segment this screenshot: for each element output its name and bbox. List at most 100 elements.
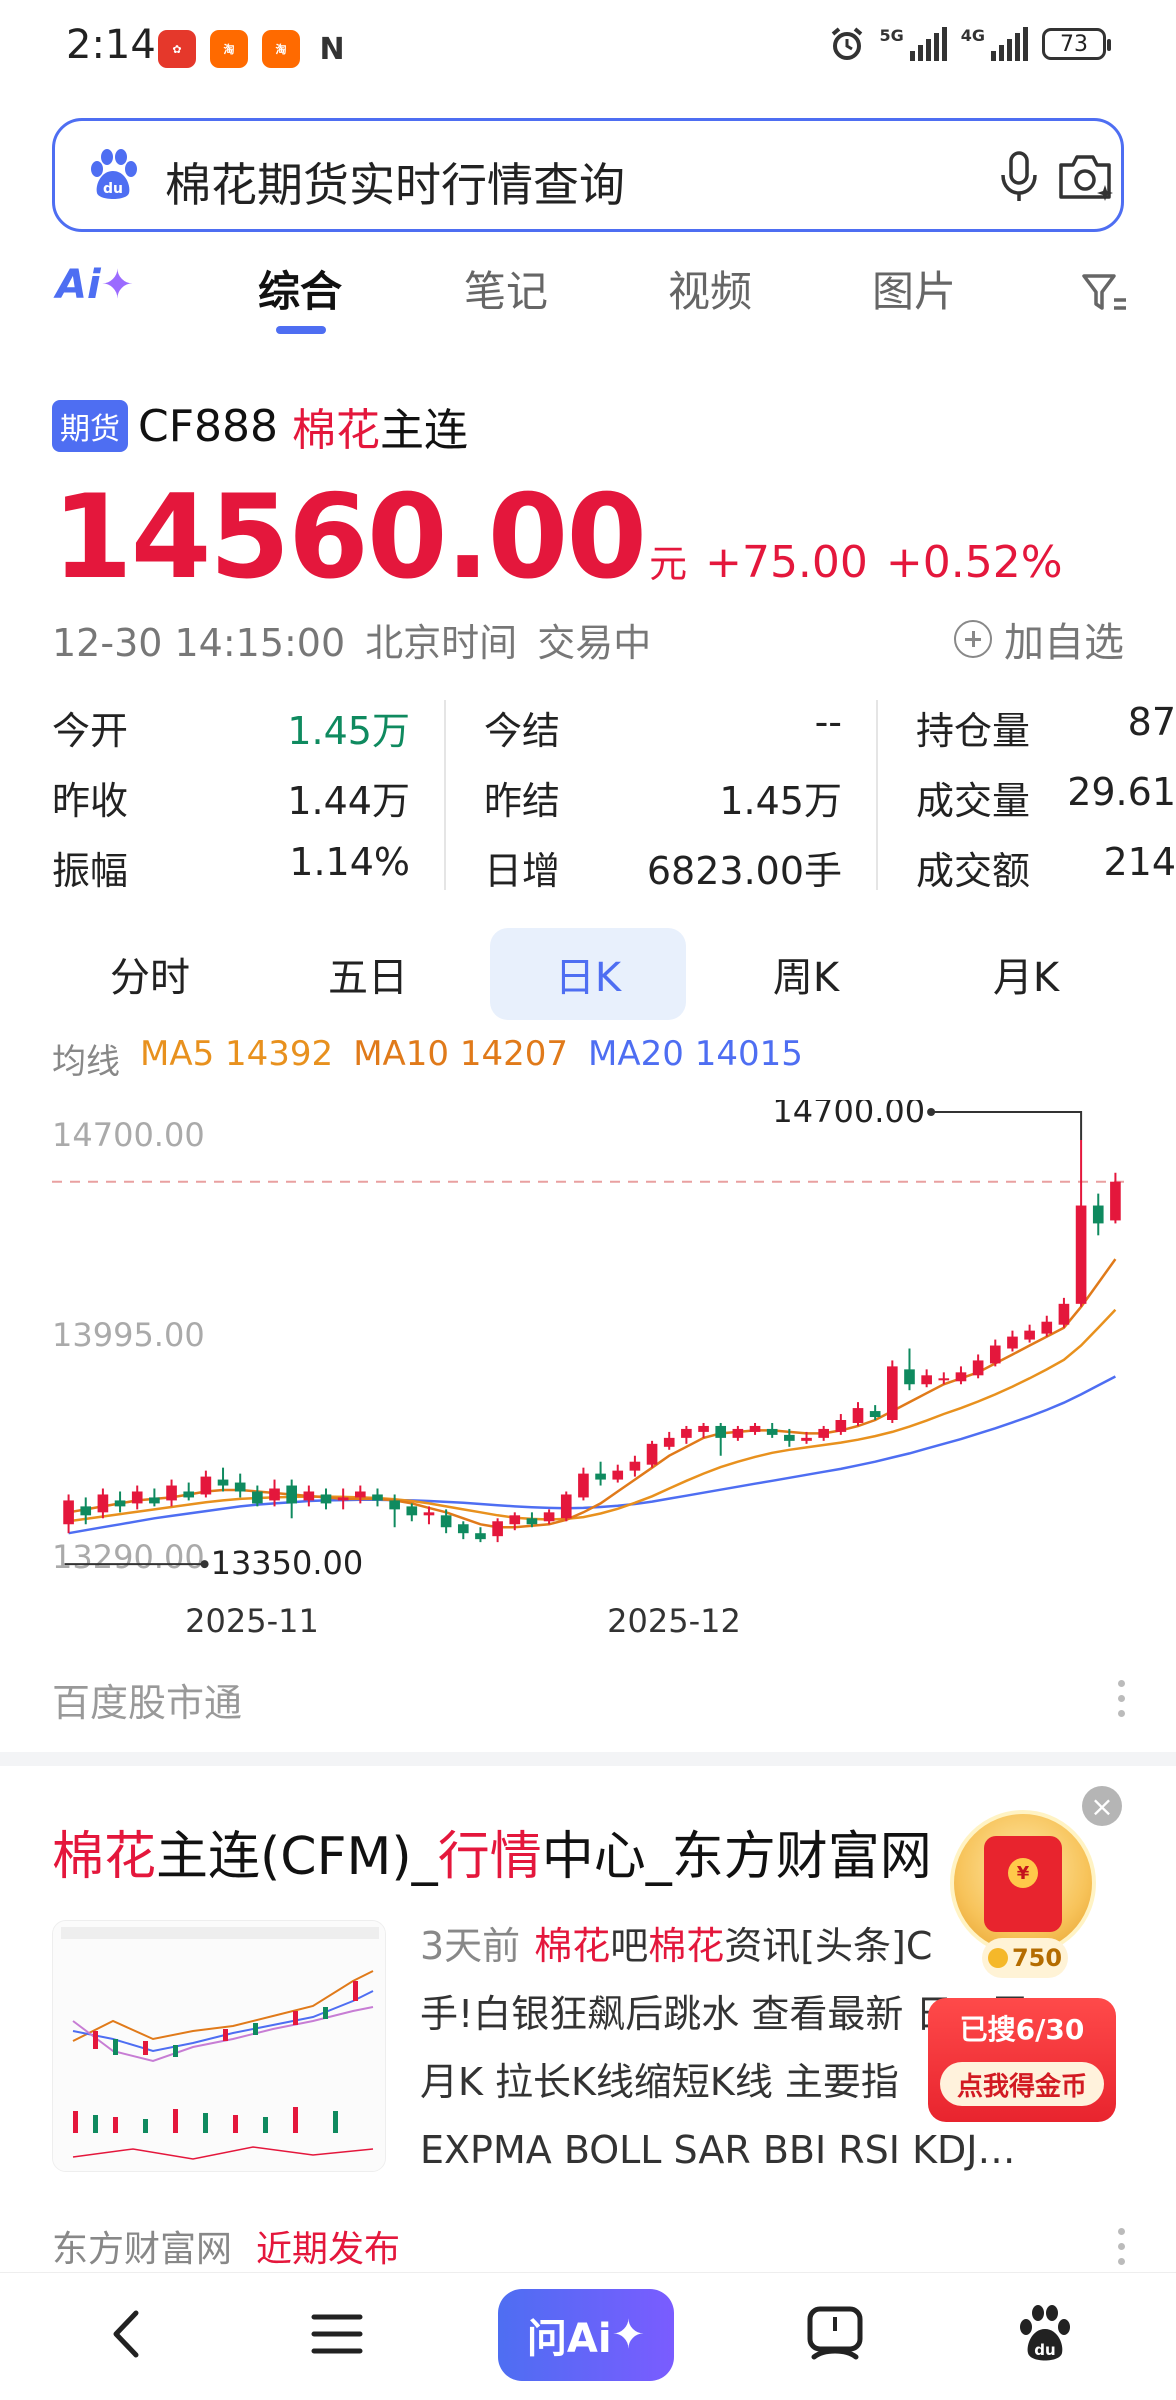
current-price: 14560.00	[52, 470, 647, 605]
period-five-day[interactable]: 五日	[328, 955, 408, 1001]
candle-body	[355, 1491, 366, 1498]
low-price-label: 13350.00	[211, 1544, 364, 1582]
active-tab-indicator	[276, 326, 326, 334]
back-icon[interactable]	[92, 2299, 162, 2369]
result-title-link[interactable]: 棉花主连(CFM)_行情中心_东方财富网	[52, 1814, 932, 1889]
futures-name-highlight: 棉花	[292, 405, 381, 456]
baidu-home-icon[interactable]: du	[1010, 2299, 1080, 2369]
candle	[972, 1354, 984, 1379]
candle-body	[955, 1372, 967, 1382]
candle	[938, 1372, 950, 1385]
candle	[646, 1440, 658, 1468]
tab-notes[interactable]: 笔记	[464, 267, 549, 316]
system-icons: 5G 4G 73	[829, 26, 1111, 62]
clock: 2:14	[66, 22, 156, 68]
stat-label: 今开	[52, 709, 129, 753]
stat-label: 成交量	[916, 779, 1031, 823]
candle-body	[663, 1437, 675, 1447]
title-text: 主连(CFM)_	[156, 1827, 438, 1887]
ask-ai-button[interactable]: 问Ai ✦	[498, 2289, 674, 2381]
candles	[63, 1140, 1121, 1543]
battery-icon: 73	[1042, 28, 1111, 60]
candle-body	[766, 1428, 778, 1435]
candle-body	[595, 1473, 606, 1480]
menu-icon[interactable]	[302, 2299, 372, 2369]
quote-time-row: 12-30 14:15:00 北京时间 交易中	[52, 612, 671, 667]
candlestick-chart[interactable]: 14700.00 13995.00 13290.00 2025-11 2025-…	[0, 1100, 1176, 1660]
coin-count: 750	[1011, 1944, 1063, 1972]
taobao-flash-icon-2: 淘	[262, 30, 300, 68]
section-separator	[0, 1752, 1176, 1766]
result-thumbnail[interactable]	[52, 1920, 386, 2172]
ai-tab[interactable]: Ai✦	[56, 262, 134, 308]
search-bar[interactable]: du 棉花期货实时行情查询	[52, 118, 1124, 232]
signal-2-icon	[991, 27, 1028, 61]
candle-body	[1024, 1330, 1035, 1340]
tabs-count-icon[interactable]	[800, 2299, 870, 2369]
period-monthly-k[interactable]: 月K	[992, 955, 1060, 1001]
candle-body	[509, 1515, 521, 1525]
ma20-value: MA20 14015	[588, 1034, 803, 1074]
candle	[612, 1464, 624, 1483]
candle-body	[784, 1434, 795, 1441]
quote-datetime: 12-30 14:15:00	[52, 621, 346, 665]
candle-body	[457, 1524, 469, 1534]
search-input[interactable]: 棉花期货实时行情查询	[165, 158, 625, 212]
candle-body	[63, 1500, 74, 1525]
nfc-icon: N	[319, 31, 345, 67]
reward-widget[interactable]: ¥ 750	[950, 1810, 1096, 1990]
stat-label: 持仓量	[916, 709, 1031, 753]
period-weekly-k[interactable]: 周K	[772, 955, 840, 1001]
period-daily-k[interactable]: 日K	[490, 928, 686, 1020]
stat-open: 今开 1.45万	[52, 700, 410, 753]
futures-badge: 期货	[52, 400, 128, 452]
tab-videos[interactable]: 视频	[668, 267, 753, 316]
chart-source[interactable]: 百度股市通	[52, 1681, 243, 1725]
stat-label: 昨结	[484, 779, 561, 823]
candle-body	[166, 1485, 177, 1501]
candle-body	[80, 1506, 92, 1516]
add-to-watchlist-button[interactable]: 加自选	[954, 610, 1124, 668]
baidu-paw-icon: du	[91, 149, 137, 199]
camera-search-icon[interactable]	[1055, 149, 1115, 205]
more-options-icon[interactable]	[1118, 1680, 1126, 1725]
filter-icon[interactable]	[1080, 270, 1126, 316]
result-source[interactable]: 东方财富网 近期发布	[52, 2220, 400, 2272]
close-reward-button[interactable]: ×	[1082, 1786, 1122, 1826]
futures-header[interactable]: 期货 CF888 棉花 主连	[52, 396, 468, 456]
stat-prev-close: 昨收 1.44万	[52, 770, 410, 823]
high-low-markers	[64, 1108, 1083, 1569]
status-bar: 2:14 ✿ 淘 淘 N 5G 4G 73	[0, 0, 1176, 100]
candle	[852, 1402, 864, 1426]
candle	[183, 1482, 195, 1501]
candle-body	[149, 1497, 160, 1504]
claim-coins-button[interactable]: 点我得金币	[940, 2062, 1104, 2106]
sparkle-icon: ✦	[100, 262, 135, 308]
futures-name: 主连	[380, 405, 469, 456]
candle	[784, 1428, 795, 1447]
candle-body	[938, 1378, 950, 1381]
candle-body	[217, 1479, 229, 1486]
reward-progress-card[interactable]: 已搜6/30 点我得金币	[928, 1998, 1116, 2122]
candle	[715, 1422, 727, 1456]
tab-comprehensive[interactable]: 综合	[258, 267, 343, 316]
ask-ai-label: 问Ai	[526, 2316, 612, 2362]
svg-text:du: du	[103, 181, 123, 197]
chart-period-tabs: 分时 五日 日K 周K 月K	[52, 928, 1124, 1020]
candle	[1092, 1193, 1104, 1236]
stat-open-interest: 持仓量 87	[916, 700, 1176, 753]
candle-body	[337, 1497, 349, 1501]
close-icon: ×	[1090, 1789, 1114, 1823]
stat-amplitude: 振幅 1.14%	[52, 840, 410, 893]
ma10-value: MA10 14207	[353, 1034, 569, 1074]
more-options-icon[interactable]	[1118, 2228, 1126, 2273]
candle-body	[612, 1470, 624, 1480]
bottom-navigation: 问Ai ✦ du	[0, 2272, 1176, 2400]
price-unit: 元	[649, 542, 688, 586]
x-tick-label: 2025-12	[607, 1602, 741, 1640]
tab-images[interactable]: 图片	[872, 267, 957, 316]
y-tick-label: 14700.00	[52, 1116, 205, 1154]
notification-icons: ✿ 淘 淘 N	[158, 30, 350, 68]
microphone-icon[interactable]	[995, 149, 1043, 205]
period-intraday[interactable]: 分时	[110, 955, 190, 1001]
